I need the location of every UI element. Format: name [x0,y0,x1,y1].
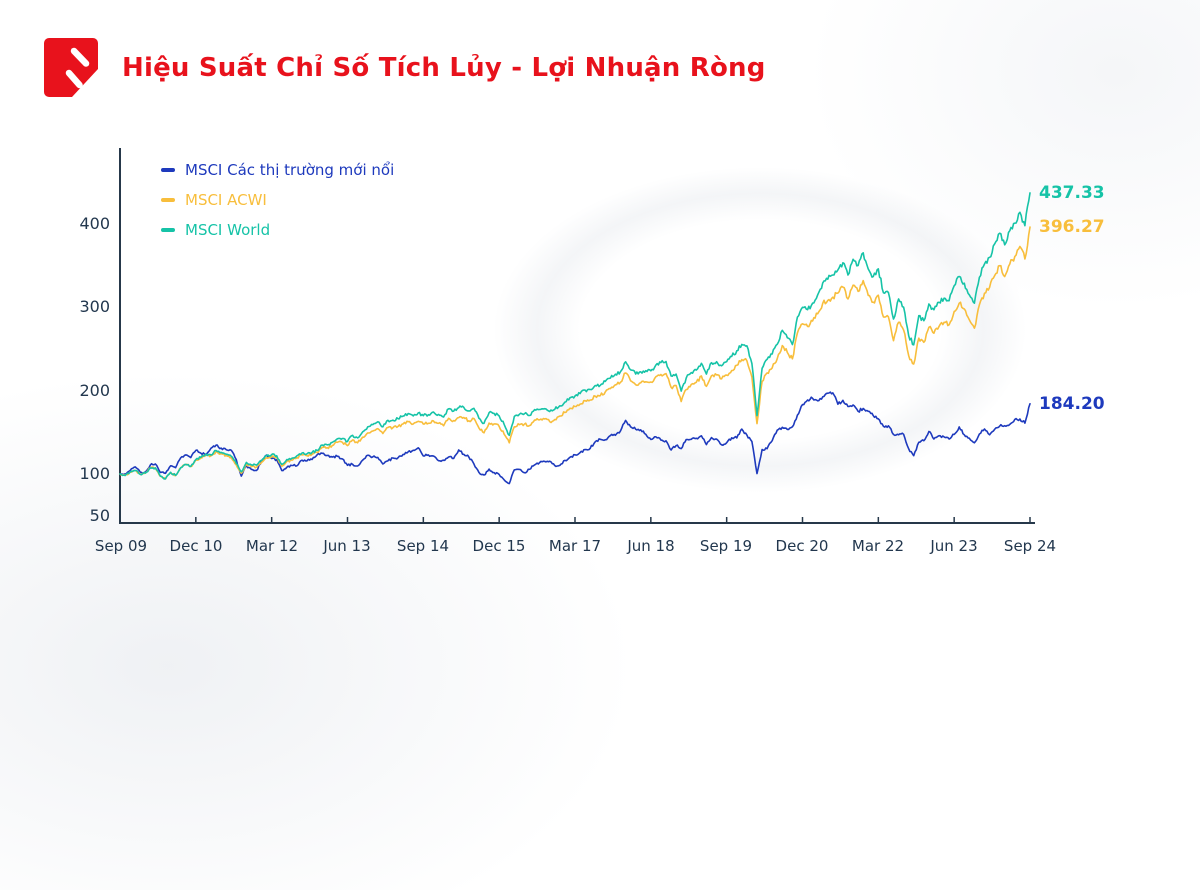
legend-item-msci-emerging-markets: MSCI Các thị trường mới nổi [161,155,394,185]
y-tick-50: 50 [89,506,110,525]
x-tick-dec10: Dec 10 [169,537,223,555]
y-tick-300: 300 [79,297,110,316]
y-tick-200: 200 [79,381,110,400]
legend-label-acwi: MSCI ACWI [185,191,267,209]
end-value-msci-acwi: 396.27 [1039,217,1105,237]
legend-label-world: MSCI World [185,221,271,239]
chart-legend: MSCI Các thị trường mới nổi MSCI ACWI MS… [161,155,394,245]
legend-item-msci-acwi: MSCI ACWI [161,185,394,215]
x-tick-sep24: Sep 24 [1003,537,1057,555]
x-tick-dec15: Dec 15 [472,537,526,555]
x-tick-sep09: Sep 09 [94,537,148,555]
y-tick-100: 100 [79,464,110,483]
header: Hiệu Suất Chỉ Số Tích Lủy - Lợi Nhuận Rò… [44,38,766,97]
end-value-msci-em: 184.20 [1039,394,1105,414]
brand-logo-icon [44,38,98,97]
x-tick-dec20: Dec 20 [775,537,829,555]
legend-label-em: MSCI Các thị trường mới nổi [185,161,395,179]
background-swoosh-ring [400,110,1120,550]
x-tick-jun23: Jun 23 [930,537,978,555]
background-swoosh-bottom-left [0,330,700,890]
legend-dash-world-icon [161,228,175,232]
x-tick-sep14: Sep 14 [396,537,450,555]
legend-item-msci-world: MSCI World [161,215,394,245]
x-tick-sep19: Sep 19 [699,537,753,555]
legend-dash-em-icon [161,168,175,172]
page-title: Hiệu Suất Chỉ Số Tích Lủy - Lợi Nhuận Rò… [122,52,766,83]
x-tick-jun13: Jun 13 [323,537,371,555]
legend-dash-acwi-icon [161,198,175,202]
x-tick-mar17: Mar 17 [548,537,602,555]
end-value-msci-world: 437.33 [1039,183,1105,203]
x-tick-jun18: Jun 18 [627,537,675,555]
x-tick-mar22: Mar 22 [851,537,905,555]
y-tick-400: 400 [79,214,110,233]
x-tick-mar12: Mar 12 [245,537,299,555]
background-swoosh-top-right [780,0,1200,330]
